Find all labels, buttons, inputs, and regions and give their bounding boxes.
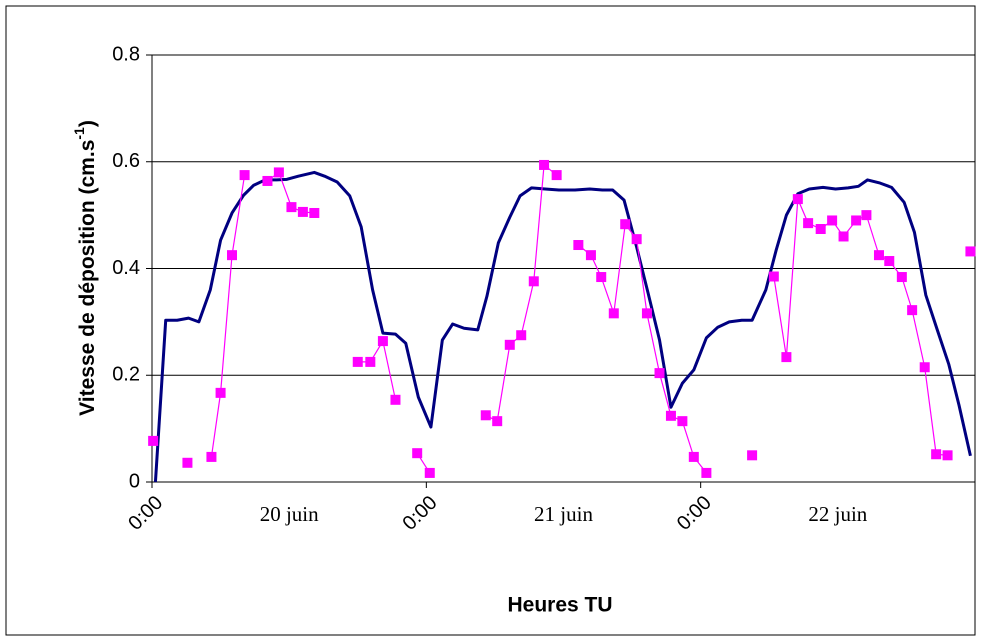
y-tick-label: 0 [129,470,140,492]
marker [227,250,238,261]
marker [792,194,803,205]
y-tick-label: 0.4 [112,257,140,279]
marker [815,224,826,235]
marker [838,231,849,242]
marker [273,167,284,178]
marker [781,352,792,363]
x-axis-label: Heures TU [507,594,612,617]
marker [631,234,642,245]
marker [528,276,539,287]
y-label-sup: -1 [71,127,87,140]
marker [516,330,527,341]
marker [688,451,699,462]
day-label: 20 juin [260,502,319,526]
marker [297,206,308,217]
marker [677,416,688,427]
marker [262,175,273,186]
marker [286,202,297,213]
y-tick-label: 0.8 [112,43,140,65]
marker [390,394,401,405]
y-label-end: ) [76,120,99,127]
marker [768,271,779,282]
y-tick-label: 0.2 [112,364,140,386]
marker [641,308,652,319]
marker [573,240,584,251]
marker [239,170,250,181]
marker [539,159,550,170]
marker [907,305,918,316]
marker [215,387,226,398]
marker [931,449,942,460]
marker [851,215,862,226]
series-line [773,198,948,456]
marker [365,356,376,367]
day-label: 21 juin [534,502,593,526]
marker [377,336,388,347]
marker [965,246,976,257]
marker [665,410,676,421]
marker [206,451,217,462]
marker [747,450,758,461]
marker [620,219,631,230]
series-line [210,175,246,457]
marker [861,210,872,221]
marker [896,272,907,283]
marker [504,339,515,350]
marker [412,448,423,459]
marker [873,250,884,261]
marker [596,272,607,283]
day-label: 22 juin [808,502,867,526]
marker [654,368,665,379]
marker [148,435,159,446]
series-line [357,340,397,400]
marker [352,356,363,367]
marker [424,467,435,478]
marker [182,457,193,468]
marker [608,308,619,319]
y-tick-label: 0.6 [112,150,140,172]
marker [827,215,838,226]
y-label-text: Vitesse de déposition (cm.s [76,140,99,416]
series-line [153,170,972,483]
chart-frame [5,5,976,636]
marker [919,362,930,373]
marker [884,256,895,267]
marker [701,467,712,478]
y-axis-label: Vitesse de déposition (cm.s-1) [71,120,99,416]
marker [942,450,953,461]
marker [480,410,491,421]
marker [309,207,320,218]
marker [492,416,503,427]
marker [551,170,562,181]
marker [803,218,814,229]
marker [585,250,596,261]
